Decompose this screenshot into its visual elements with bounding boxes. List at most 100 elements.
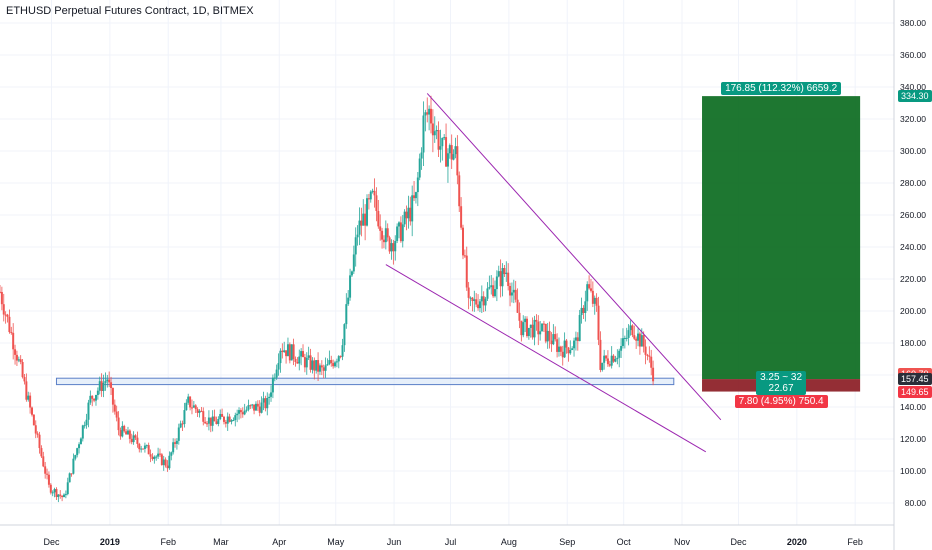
candle-down [313, 360, 316, 371]
candle-down [147, 445, 150, 455]
candle-down [10, 332, 13, 334]
candle-down [15, 354, 18, 361]
price-tick-label: 80.00 [905, 498, 927, 508]
candle-down [388, 237, 391, 252]
candle-down [40, 448, 43, 457]
candle-up [198, 410, 201, 413]
candle-up [81, 425, 84, 439]
candle-up [76, 448, 79, 456]
candle-down [382, 239, 385, 243]
candle-down [288, 344, 291, 361]
candle-down [514, 289, 517, 300]
candle-down [49, 484, 52, 493]
candle-up [172, 442, 175, 453]
candle-down [241, 412, 244, 415]
candle-down [518, 312, 521, 321]
candle-down [520, 320, 523, 336]
candle-up [446, 153, 449, 167]
candle-down [4, 314, 7, 316]
candle-up [411, 195, 414, 222]
candle-up [524, 318, 527, 323]
candle-up [552, 334, 555, 345]
candle-up [283, 350, 286, 352]
candle-up [226, 416, 229, 424]
candle-down [30, 407, 33, 415]
candle-down [471, 297, 474, 302]
candle-down [516, 299, 519, 313]
candle-down [339, 356, 342, 358]
candle-up [334, 362, 337, 367]
candle-up [17, 359, 20, 361]
candle-up [539, 331, 542, 335]
candle-down [589, 288, 592, 291]
time-tick-label: Apr [272, 537, 286, 547]
candle-up [87, 402, 90, 420]
candle-down [367, 198, 370, 200]
candle-down [612, 355, 615, 362]
candle-up [307, 355, 310, 358]
candle-up [593, 297, 596, 304]
candle-down [6, 314, 9, 317]
candle-up [620, 345, 623, 351]
candle-up [79, 438, 82, 445]
candle-up [64, 494, 67, 496]
candle-up [512, 289, 515, 293]
candle-up [350, 271, 353, 276]
candle-down [492, 285, 495, 297]
support-zone[interactable] [55, 377, 675, 386]
candle-down [194, 405, 197, 410]
candle-up [541, 323, 544, 332]
candle-up [27, 395, 30, 400]
candle-up [362, 213, 365, 226]
candle-down [450, 145, 453, 160]
candle-down [151, 456, 154, 460]
candle-down [582, 307, 585, 313]
candle-up [505, 272, 508, 275]
candle-up [369, 191, 372, 200]
price-tick-label: 260.00 [900, 210, 926, 220]
candle-up [627, 330, 630, 338]
candles [0, 95, 655, 503]
candle-down [554, 334, 557, 340]
candle-up [396, 226, 399, 241]
candle-down [652, 367, 655, 382]
candle-up [424, 112, 427, 116]
candle-down [42, 456, 45, 467]
candle-down [200, 410, 203, 412]
candle-up [245, 409, 248, 411]
candle-up [62, 494, 65, 498]
candle-up [207, 417, 210, 424]
candle-up [286, 344, 289, 357]
time-tick-label: May [327, 537, 345, 547]
candle-down [115, 411, 118, 418]
candle-down [381, 230, 384, 240]
profit-label: 176.85 (112.32%) 6659.2 [721, 82, 842, 96]
candle-down [44, 466, 47, 474]
time-tick-label: Jun [387, 537, 402, 547]
candle-up [66, 482, 69, 495]
candle-down [119, 430, 122, 437]
candle-down [561, 351, 564, 358]
candle-down [499, 271, 502, 287]
candle-up [260, 402, 263, 413]
candle-up [89, 395, 92, 403]
candle-down [209, 417, 212, 426]
candle-down [608, 364, 611, 366]
candle-up [94, 395, 97, 401]
falling-wedge[interactable] [385, 93, 722, 453]
support-zone-rect [55, 377, 675, 386]
candle-up [441, 137, 444, 147]
candle-down [537, 321, 540, 335]
candle-down [646, 354, 649, 356]
candle-down [525, 318, 528, 337]
candle-up [341, 345, 344, 357]
candle-up [83, 425, 86, 427]
candle-up [621, 338, 624, 346]
long-position-tool[interactable] [702, 96, 861, 392]
candle-up [448, 145, 451, 154]
candle-down [599, 339, 602, 370]
candle-up [277, 363, 280, 370]
candle-up [401, 224, 404, 242]
time-tick-label: 2020 [787, 537, 807, 547]
candle-down [642, 335, 645, 347]
